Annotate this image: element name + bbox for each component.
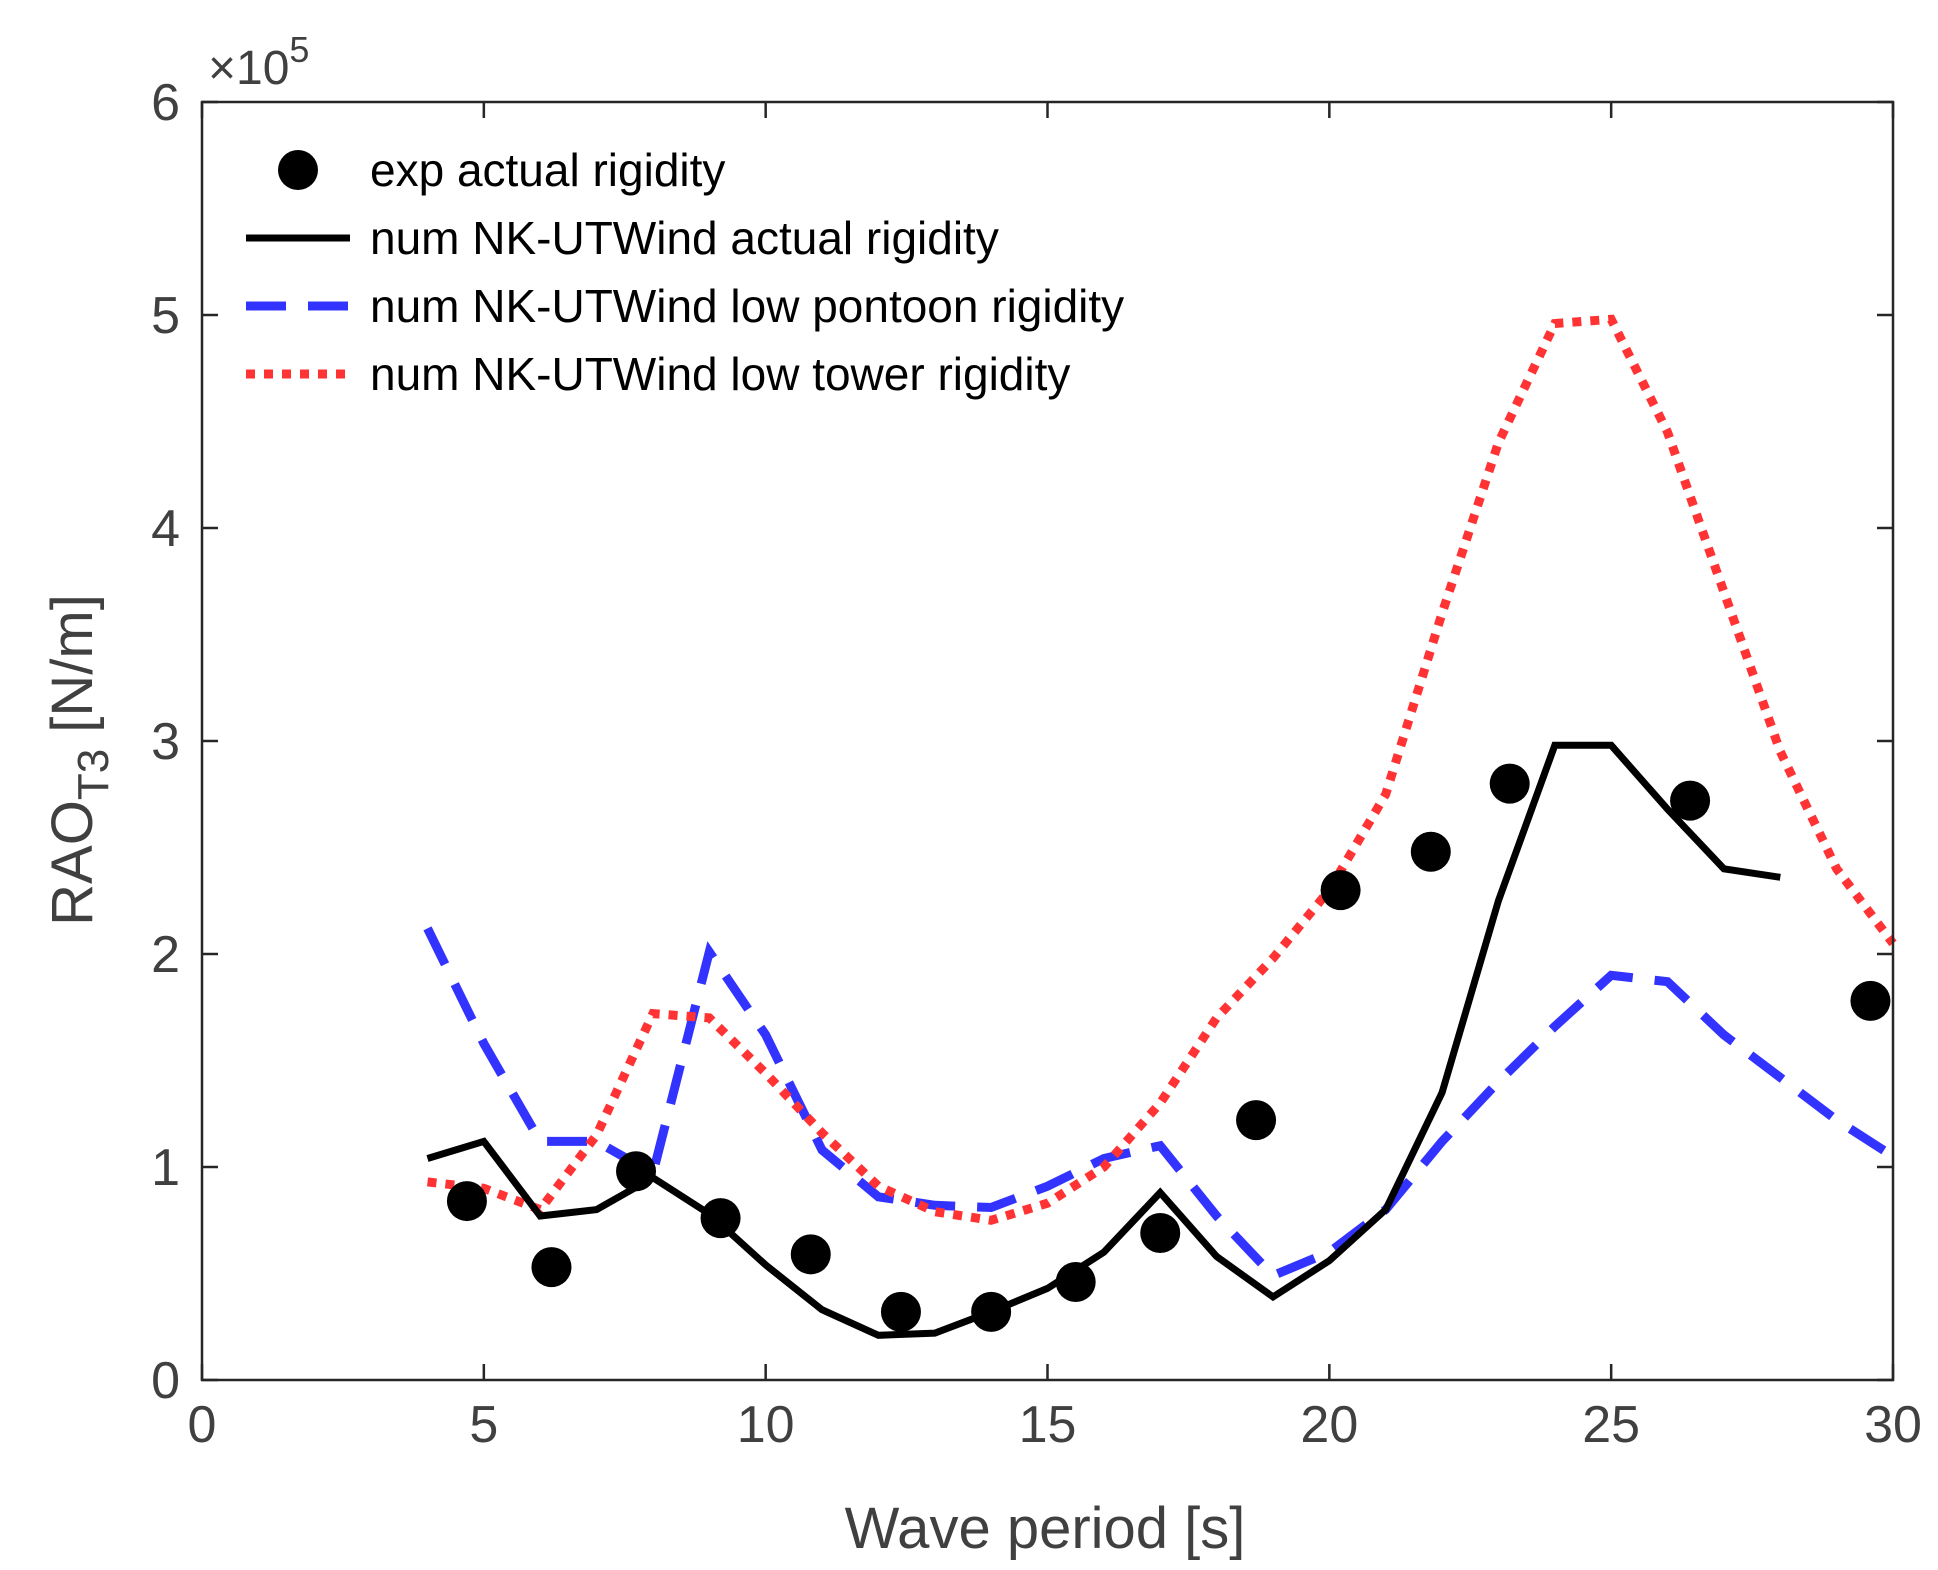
y-tick-label-0: 0 bbox=[151, 1352, 180, 1410]
series-line-2 bbox=[423, 926, 1896, 1281]
svg-text:×105: ×105 bbox=[208, 29, 309, 95]
y-tick-label-1: 1 bbox=[151, 1139, 180, 1197]
data-point-0-8 bbox=[1140, 1213, 1181, 1254]
y-tick-label-2: 2 bbox=[151, 926, 180, 984]
legend-item-0: exp actual rigidity bbox=[278, 144, 725, 196]
data-point-0-12 bbox=[1489, 763, 1530, 804]
data-point-0-4 bbox=[790, 1234, 831, 1275]
y-exponent-label: ×105 bbox=[208, 29, 309, 95]
x-axis-title: Wave period [s] bbox=[845, 1496, 1246, 1561]
x-tick-label-2: 10 bbox=[737, 1396, 795, 1454]
y-tick-label-5: 5 bbox=[151, 287, 180, 345]
data-point-0-11 bbox=[1410, 831, 1451, 872]
ticks-layer: 0 5 10 15 20 25 30 0 1 2 3 4 5 6 bbox=[151, 74, 1922, 1454]
x-tick-label-5: 25 bbox=[1582, 1396, 1640, 1454]
data-point-0-1 bbox=[531, 1247, 572, 1288]
series-layer bbox=[423, 314, 1897, 1339]
x-tick-label-1: 5 bbox=[469, 1396, 498, 1454]
series-0 bbox=[446, 763, 1891, 1332]
data-point-0-7 bbox=[1055, 1262, 1096, 1303]
data-point-0-14 bbox=[1850, 980, 1891, 1021]
legend-label-1: num NK-UTWind actual rigidity bbox=[370, 212, 999, 264]
x-tick-label-4: 20 bbox=[1300, 1396, 1358, 1454]
series-3 bbox=[426, 314, 1897, 1225]
x-tick-label-0: 0 bbox=[188, 1396, 217, 1454]
x-tick-label-3: 15 bbox=[1019, 1396, 1077, 1454]
y-tick-label-3: 3 bbox=[151, 713, 180, 771]
data-point-0-2 bbox=[616, 1151, 657, 1192]
data-point-0-0 bbox=[446, 1181, 487, 1222]
data-point-0-9 bbox=[1236, 1100, 1277, 1141]
y-tick-label-6: 6 bbox=[151, 74, 180, 132]
data-point-0-6 bbox=[971, 1291, 1012, 1332]
x-tick-label-6: 30 bbox=[1864, 1396, 1922, 1454]
data-point-0-13 bbox=[1670, 780, 1711, 821]
legend-item-3: num NK-UTWind low tower rigidity bbox=[246, 348, 1070, 400]
y-axis-title-main: RAO bbox=[40, 800, 105, 926]
series-line-3 bbox=[426, 314, 1897, 1225]
legend-label-2: num NK-UTWind low pontoon rigidity bbox=[370, 280, 1124, 332]
plot-area: 0 5 10 15 20 25 30 0 1 2 3 4 5 6 bbox=[151, 74, 1922, 1454]
y-exponent-prefix: ×10 bbox=[208, 42, 289, 95]
legend-label-0: exp actual rigidity bbox=[370, 144, 725, 196]
legend-label-3: num NK-UTWind low tower rigidity bbox=[370, 348, 1070, 400]
series-2 bbox=[423, 926, 1896, 1281]
legend-item-2: num NK-UTWind low pontoon rigidity bbox=[246, 280, 1124, 332]
y-exponent-power: 5 bbox=[289, 29, 309, 70]
legend-marker-0 bbox=[278, 150, 318, 190]
data-point-0-5 bbox=[880, 1291, 921, 1332]
data-point-0-3 bbox=[700, 1198, 741, 1239]
y-axis-title-unit: [N/m] bbox=[40, 594, 105, 749]
legend: exp actual rigidity num NK-UTWind actual … bbox=[246, 144, 1124, 400]
legend-item-1: num NK-UTWind actual rigidity bbox=[246, 212, 999, 264]
y-tick-label-4: 4 bbox=[151, 500, 180, 558]
data-point-0-10 bbox=[1320, 870, 1361, 911]
y-axis-title-sub: T3 bbox=[69, 749, 118, 800]
y-axis-title: RAOT3 [N/m] bbox=[40, 594, 118, 926]
